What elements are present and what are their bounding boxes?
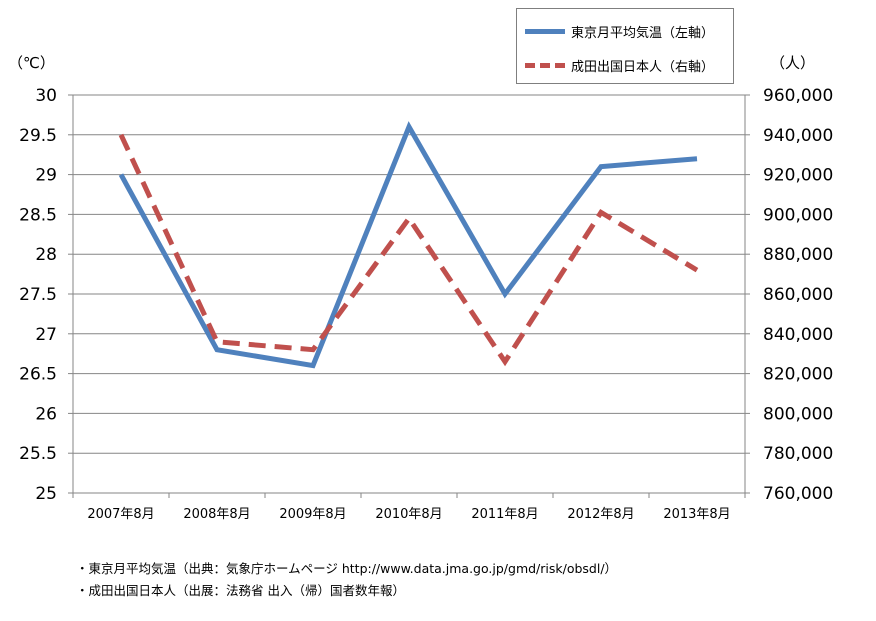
right-tick-label: 800,000 bbox=[763, 404, 833, 424]
x-tick-label: 2009年8月 bbox=[279, 507, 346, 522]
source-note-departures: ・成田出国日本人（出展：法務省 出入（帰）国者数年報） bbox=[76, 583, 405, 598]
right-tick-label: 920,000 bbox=[763, 166, 833, 186]
left-axis-unit: （℃） bbox=[8, 54, 55, 72]
series-layer bbox=[118, 121, 699, 369]
left-tick-label: 25 bbox=[35, 484, 57, 504]
series-line-0 bbox=[118, 121, 698, 369]
left-tick-label: 30 bbox=[35, 86, 57, 106]
gridlines bbox=[73, 94, 745, 454]
x-tick-label: 2011年8月 bbox=[471, 507, 538, 522]
x-tick-label: 2008年8月 bbox=[183, 507, 250, 522]
left-tick-label: 26.5 bbox=[19, 365, 57, 385]
right-tick-label: 900,000 bbox=[763, 205, 833, 225]
right-tick-label: 820,000 bbox=[763, 365, 833, 385]
left-tick-label: 27.5 bbox=[19, 285, 57, 305]
legend-label-temperature: 東京月平均気温（左軸） bbox=[571, 25, 715, 41]
legend-item-departures: 成田出国日本人（右軸） bbox=[525, 55, 714, 75]
right-tick-label: 960,000 bbox=[763, 86, 833, 106]
left-tick-label: 27 bbox=[35, 325, 57, 345]
x-tick-label: 2013年8月 bbox=[663, 507, 730, 522]
legend-label-departures: 成田出国日本人（右軸） bbox=[571, 59, 715, 75]
left-tick-label: 25.5 bbox=[19, 444, 57, 464]
left-tick-label: 28 bbox=[35, 245, 57, 265]
axes bbox=[68, 94, 750, 498]
x-tick-label: 2010年8月 bbox=[375, 507, 442, 522]
left-tick-label: 26 bbox=[35, 404, 57, 424]
left-axis-ticks: 25 25.5 26 26.5 27 27.5 28 28.5 29 29.5 30 bbox=[19, 86, 57, 504]
legend: 東京月平均気温（左軸） 成田出国日本人（右軸） bbox=[516, 8, 734, 84]
x-axis-ticks: 2007年8月 2008年8月 2009年8月 2010年8月 2011年8月 2012年… bbox=[87, 507, 730, 522]
right-tick-label: 780,000 bbox=[763, 444, 833, 464]
left-tick-label: 28.5 bbox=[19, 205, 57, 225]
right-tick-label: 940,000 bbox=[763, 126, 833, 146]
right-tick-label: 840,000 bbox=[763, 325, 833, 345]
source-note-temperature: ・東京月平均気温（出典：気象庁ホームページ http://www.data.jm… bbox=[76, 561, 618, 576]
right-axis-unit: （人） bbox=[770, 54, 816, 72]
left-tick-label: 29 bbox=[35, 166, 57, 186]
legend-swatch-dashed bbox=[525, 62, 565, 68]
left-tick-label: 29.5 bbox=[19, 126, 57, 146]
x-tick-label: 2012年8月 bbox=[567, 507, 634, 522]
legend-item-temperature: 東京月平均気温（左軸） bbox=[525, 21, 714, 41]
right-tick-label: 860,000 bbox=[763, 285, 833, 305]
right-axis-ticks: 760,000 780,000 800,000 820,000 840,000 860,0… bbox=[763, 86, 833, 504]
legend-swatch-solid bbox=[525, 28, 565, 34]
right-tick-label: 880,000 bbox=[763, 245, 833, 265]
x-tick-label: 2007年8月 bbox=[87, 507, 154, 522]
right-tick-label: 760,000 bbox=[763, 484, 833, 504]
